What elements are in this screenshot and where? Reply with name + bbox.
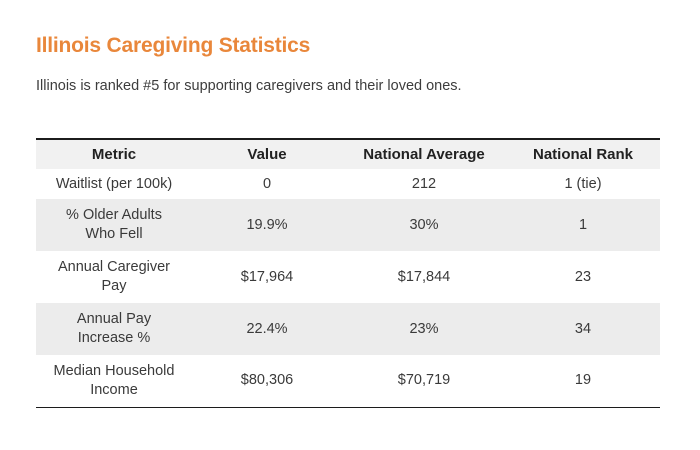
national-average-cell: 23% bbox=[409, 320, 439, 337]
value-cell: 0 bbox=[262, 175, 272, 192]
national-average-cell: $70,719 bbox=[397, 372, 451, 389]
metric-cell: Annual Caregiver Pay bbox=[57, 259, 171, 294]
metric-cell: Annual Pay Increase % bbox=[76, 311, 152, 346]
metric-cell: % Older Adults Who Fell bbox=[66, 207, 162, 242]
table-row-annual-pay-increase: Annual Pay Increase % 22.4% 23% 34 bbox=[36, 303, 660, 355]
page-title: Illinois Caregiving Statistics bbox=[36, 34, 311, 57]
value-cell: 22.4% bbox=[246, 320, 288, 337]
column-header-national-rank: National Rank bbox=[532, 146, 634, 163]
table-row-annual-caregiver-pay: Annual Caregiver Pay $17,964 $17,844 23 bbox=[36, 251, 660, 303]
national-average-cell: 30% bbox=[409, 216, 439, 233]
national-rank-cell: 23 bbox=[574, 268, 592, 285]
table-row-older-adults-fell: % Older Adults Who Fell 19.9% 30% 1 bbox=[36, 199, 660, 251]
national-rank-cell: 19 bbox=[574, 372, 592, 389]
national-rank-cell: 1 (tie) bbox=[564, 175, 602, 192]
table-row-waitlist: Waitlist (per 100k) 0 212 1 (tie) bbox=[36, 169, 660, 199]
column-header-national-average: National Average bbox=[363, 146, 485, 163]
national-average-cell: 212 bbox=[411, 175, 437, 192]
statistics-table: Metric Value National Average National R… bbox=[36, 138, 660, 408]
metric-cell: Waitlist (per 100k) bbox=[55, 175, 173, 192]
value-cell: $80,306 bbox=[240, 372, 294, 389]
value-cell: $17,964 bbox=[240, 268, 294, 285]
metric-cell: Median Household Income bbox=[53, 362, 175, 398]
column-header-metric: Metric bbox=[91, 146, 137, 163]
table-header-row: Metric Value National Average National R… bbox=[36, 139, 660, 169]
national-average-cell: $17,844 bbox=[397, 268, 451, 285]
column-header-value: Value bbox=[247, 146, 287, 163]
value-cell: 19.9% bbox=[246, 216, 288, 233]
national-rank-cell: 1 bbox=[578, 216, 588, 233]
page-subtitle: Illinois is ranked #5 for supporting car… bbox=[36, 78, 462, 94]
table-row-median-household-income: Median Household Income $80,306 $70,719 … bbox=[36, 355, 660, 407]
national-rank-cell: 34 bbox=[574, 320, 592, 337]
